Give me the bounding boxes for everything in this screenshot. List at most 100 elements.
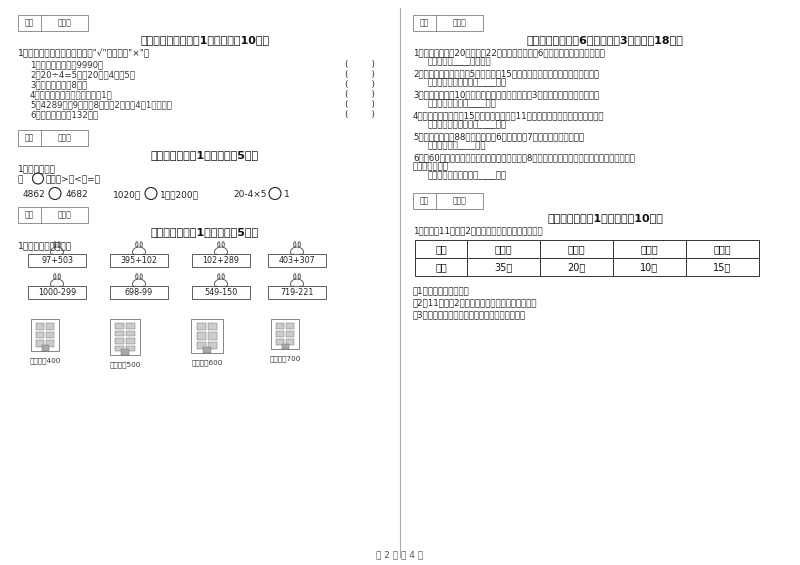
Ellipse shape — [140, 274, 142, 279]
Text: 科技书: 科技书 — [641, 244, 658, 254]
Circle shape — [269, 188, 281, 199]
Bar — [286, 339, 294, 345]
Text: 2．王老师在文具店买了5张绿卡纸，15张红卡纸，红卡纸是绿卡纸的多少倍？: 2．王老师在文具店买了5张绿卡纸，15张红卡纸，红卡纸是绿卡纸的多少倍？ — [413, 69, 599, 78]
Bar — [122, 349, 129, 355]
Circle shape — [49, 188, 61, 199]
Text: 102+289: 102+289 — [202, 256, 239, 265]
Bar — [286, 331, 294, 337]
Ellipse shape — [298, 242, 300, 247]
Text: 得数大约700: 得数大约700 — [270, 355, 301, 362]
Text: 七、连一连（共1大题，共计5分）: 七、连一连（共1大题，共计5分） — [151, 227, 259, 237]
Text: 六、比一比（共1大题，共计5分）: 六、比一比（共1大题，共计5分） — [151, 150, 259, 160]
Text: 答：红卡纸是绿卡纸的____倍。: 答：红卡纸是绿卡纸的____倍。 — [428, 78, 507, 87]
Bar — [276, 323, 284, 329]
Bar — [126, 346, 134, 351]
Text: 得分: 得分 — [24, 211, 34, 219]
Text: 八、解决问题（共6小题，每题3分，共计18分）: 八、解决问题（共6小题，每题3分，共计18分） — [526, 35, 683, 45]
Ellipse shape — [136, 274, 138, 279]
Bar — [46, 332, 54, 338]
Bar — [36, 340, 44, 347]
Bar — [46, 340, 54, 347]
Text: 20-4×5: 20-4×5 — [233, 190, 266, 199]
Ellipse shape — [58, 242, 60, 247]
Ellipse shape — [224, 286, 227, 288]
Bar — [36, 323, 44, 329]
Bar — [686, 258, 759, 276]
Bar — [413, 193, 483, 209]
Text: (        ): ( ) — [345, 89, 375, 98]
Bar — [613, 240, 686, 258]
Text: 1．最大的四位数是9990。: 1．最大的四位数是9990。 — [30, 60, 103, 69]
Text: 1千克200克: 1千克200克 — [160, 190, 199, 199]
Bar — [413, 15, 483, 31]
Ellipse shape — [291, 286, 294, 288]
Text: （1）哪种书借得最多？: （1）哪种书借得最多？ — [413, 286, 470, 295]
Bar — [208, 332, 218, 340]
Text: 五、判断对与错（共1大题，共计10分）: 五、判断对与错（共1大题，共计10分） — [141, 35, 270, 45]
Bar — [115, 338, 124, 344]
Text: 97+503: 97+503 — [41, 256, 73, 265]
Bar — [197, 342, 206, 349]
Bar — [42, 345, 49, 351]
Text: 得分: 得分 — [419, 197, 429, 206]
Bar — [415, 258, 467, 276]
Text: 3．小东上午做了10道数学题，下午做的比上午多3道，小东一共做了多少道？: 3．小东上午做了10道数学题，下午做的比上午多3道，小东一共做了多少道？ — [413, 90, 599, 99]
Text: 答：现在还有____只。: 答：现在还有____只。 — [428, 141, 486, 150]
Bar — [686, 240, 759, 258]
Ellipse shape — [51, 254, 54, 256]
Ellipse shape — [215, 254, 218, 256]
Text: 1．我会比较。: 1．我会比较。 — [18, 164, 56, 173]
Text: 答：每组有____名同学。: 答：每组有____名同学。 — [428, 57, 492, 66]
Text: 1．我会判断。对的在括号里打"√"，错的打"×"。: 1．我会判断。对的在括号里打"√"，错的打"×"。 — [18, 49, 150, 58]
Bar — [36, 332, 44, 338]
Text: 395+102: 395+102 — [121, 256, 158, 265]
Text: 698-99: 698-99 — [125, 288, 153, 297]
Text: 第 2 页 共 4 页: 第 2 页 共 4 页 — [377, 550, 423, 559]
Text: 得分: 得分 — [24, 19, 34, 28]
Text: (        ): ( ) — [345, 69, 375, 79]
Bar — [126, 323, 134, 328]
Bar — [126, 331, 134, 336]
Text: 6．小红的身高是132米。: 6．小红的身高是132米。 — [30, 110, 98, 119]
Text: 4．二（一）班有女生15人，男生比女生多11人，问二（一）班有学生多少人？: 4．二（一）班有女生15人，男生比女生多11人，问二（一）班有学生多少人？ — [413, 111, 605, 120]
Bar — [115, 323, 124, 328]
Bar — [286, 323, 294, 329]
Ellipse shape — [54, 274, 56, 279]
Bar — [18, 130, 88, 146]
Text: 连环画: 连环画 — [494, 244, 512, 254]
Bar — [192, 286, 250, 299]
Bar — [115, 331, 124, 336]
Text: 得数接近400: 得数接近400 — [30, 357, 61, 364]
Bar — [197, 323, 206, 331]
Ellipse shape — [300, 286, 303, 288]
Bar — [197, 332, 206, 340]
Ellipse shape — [215, 286, 218, 288]
Bar — [282, 344, 289, 349]
Text: 得分: 得分 — [419, 19, 429, 28]
Text: (        ): ( ) — [345, 110, 375, 119]
Ellipse shape — [224, 254, 227, 256]
Text: 1．下表是11月二（2）班在学校图书馆的借书情况：: 1．下表是11月二（2）班在学校图书馆的借书情况： — [413, 226, 542, 235]
Text: 3．课桌的高度是8米。: 3．课桌的高度是8米。 — [30, 80, 87, 89]
Text: 2．20÷4=5读作20除以4等于5。: 2．20÷4=5读作20除以4等于5。 — [30, 70, 135, 79]
Text: 盆应放多少个？: 盆应放多少个？ — [413, 162, 449, 171]
Bar — [110, 286, 168, 299]
Text: 4862: 4862 — [23, 190, 46, 199]
Ellipse shape — [214, 279, 227, 289]
Text: 1．二年级一班有20名男生，22名女生，平均分成6个小组，每组有几名同学？: 1．二年级一班有20名男生，22名女生，平均分成6个小组，每组有几名同学？ — [413, 48, 605, 57]
Text: 719-221: 719-221 — [280, 288, 314, 297]
Bar — [268, 286, 326, 299]
Ellipse shape — [133, 254, 136, 256]
Text: 5．羊圈里原来有88只羊，先走了6只，又走了7只，现在还有多少只？: 5．羊圈里原来有88只羊，先走了6只，又走了7只，现在还有多少只？ — [413, 132, 584, 141]
Text: 其他书: 其他书 — [714, 244, 731, 254]
Ellipse shape — [51, 286, 54, 288]
Bar — [276, 331, 284, 337]
Circle shape — [33, 173, 43, 184]
Ellipse shape — [133, 247, 146, 257]
Ellipse shape — [294, 274, 296, 279]
Ellipse shape — [294, 242, 296, 247]
Text: 数量: 数量 — [435, 262, 447, 272]
Bar — [415, 240, 467, 258]
Bar — [110, 319, 140, 355]
Text: 1000-299: 1000-299 — [38, 288, 76, 297]
